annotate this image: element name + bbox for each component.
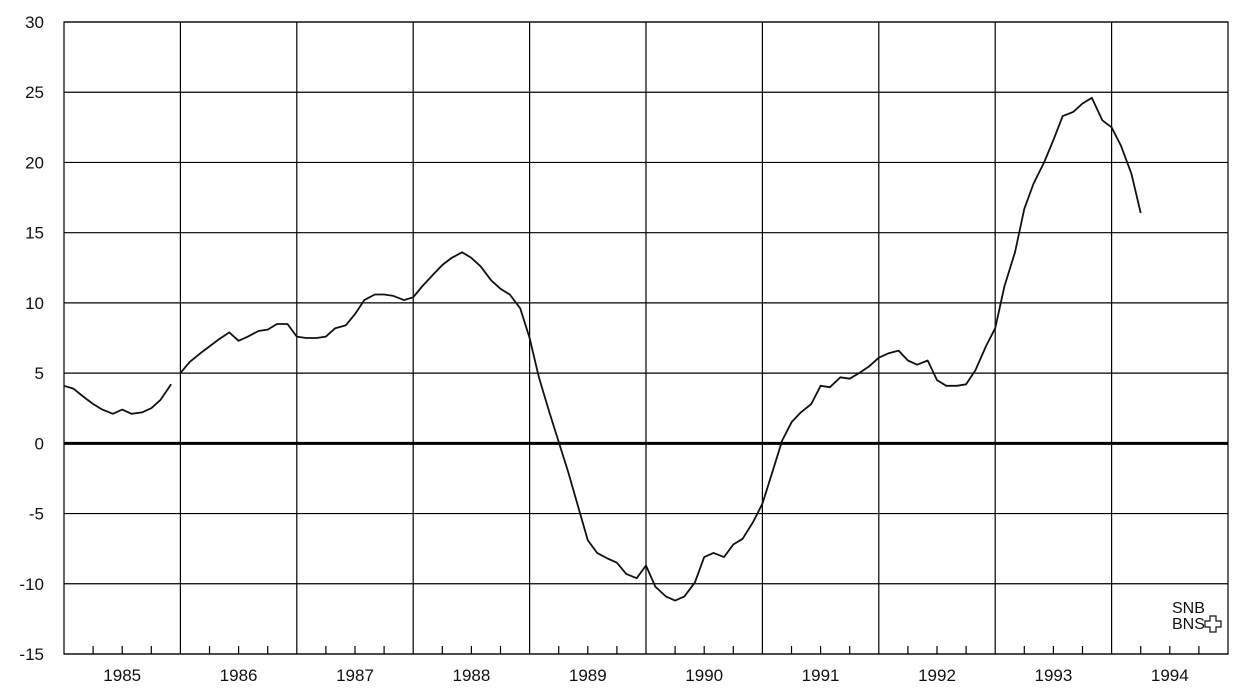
x-tick-label: 1990: [685, 666, 723, 685]
plot-frame: [63, 21, 1229, 655]
x-tick-label: 1986: [220, 666, 258, 685]
y-tick-label: -10: [19, 575, 44, 594]
series-line: [179, 96, 1142, 602]
y-axis: 30 25 20 15 10 5 0 -5 -10 -15: [19, 13, 44, 664]
x-tick-label: 1991: [802, 666, 840, 685]
y-tick-label: -5: [29, 505, 44, 524]
x-tick-label: 1992: [918, 666, 956, 685]
series-line: [63, 383, 172, 415]
x-tick-label: 1987: [336, 666, 374, 685]
swiss-cross-icon: [1204, 615, 1222, 633]
y-tick-label: 15: [25, 224, 44, 243]
grid: [64, 21, 1228, 655]
x-axis: 1985 1986 1987 1988 1989 1990 1991 1992 1993 1994: [92, 646, 1200, 685]
series-layer: [63, 96, 1142, 602]
x-tick-label: 1989: [569, 666, 607, 685]
snb-bns-logo: SNB BNS: [1172, 600, 1222, 633]
y-tick-label: 20: [25, 153, 44, 172]
y-tick-label: 5: [35, 364, 44, 383]
logo-text-bottom: BNS: [1172, 616, 1205, 633]
y-tick-label: -15: [19, 645, 44, 664]
x-tick-label: 1988: [452, 666, 490, 685]
x-tick-label: 1993: [1034, 666, 1072, 685]
x-tick-label: 1985: [103, 666, 141, 685]
y-tick-label: 30: [25, 13, 44, 32]
y-tick-label: 25: [25, 83, 44, 102]
logo-text-top: SNB: [1172, 600, 1205, 617]
y-tick-label: 10: [25, 294, 44, 313]
x-tick-label: 1994: [1151, 666, 1189, 685]
y-tick-label: 0: [35, 434, 44, 453]
